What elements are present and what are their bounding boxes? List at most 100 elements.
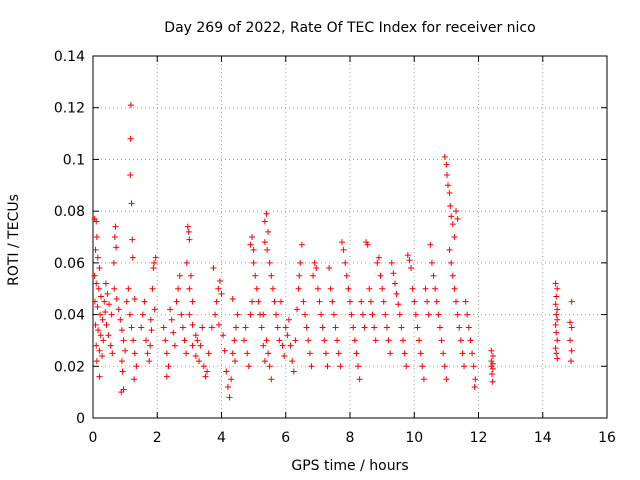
data-point [126,311,133,318]
data-point [181,337,188,344]
data-point [414,324,421,331]
data-point [290,368,297,375]
data-point [279,342,286,349]
data-point [441,363,448,370]
data-point [454,215,461,222]
data-point [252,272,259,279]
data-point [388,259,395,266]
data-point [348,311,355,318]
data-point [231,358,238,365]
data-point [160,324,167,331]
data-point [453,298,460,305]
data-point [461,363,468,370]
data-point [292,337,299,344]
data-point [258,324,265,331]
data-point [218,290,225,297]
data-point [120,337,127,344]
data-point [469,350,476,357]
data-point [212,311,219,318]
data-point [554,285,561,292]
data-point [186,285,193,292]
data-point [554,337,561,344]
data-point [451,234,458,240]
y-tick-label: 0.1 [63,152,85,168]
data-point [385,337,392,344]
data-point [93,234,100,240]
data-point [361,324,368,331]
data-point [103,321,110,328]
data-point [189,298,196,305]
axis-ticks [92,55,608,419]
data-point [554,355,561,362]
data-point [146,358,153,365]
data-point [223,368,230,375]
data-point [488,347,495,354]
data-point [350,324,357,331]
data-point [324,363,331,370]
data-point [282,324,289,331]
data-point [108,311,115,318]
data-point [335,350,342,357]
data-point [150,265,157,272]
data-point [139,311,146,318]
data-point [117,316,124,323]
data-point [93,218,100,225]
data-point [94,303,101,310]
data-point [148,327,155,334]
data-point [366,285,373,292]
data-point [447,202,454,209]
data-point [118,327,125,334]
x-tick-label: 12 [470,430,488,446]
x-tick-label: 0 [89,430,98,446]
data-point [364,241,371,248]
data-point [342,259,349,266]
data-point [97,311,104,318]
data-point [199,324,206,331]
data-point [240,337,247,344]
data-point [138,324,145,331]
data-point [273,311,280,318]
data-point [170,329,177,336]
data-point [96,265,103,272]
data-point [457,337,464,344]
data-point [289,358,296,365]
data-point [106,301,113,308]
data-point [151,306,158,313]
data-point [465,324,472,331]
data-point [438,337,445,344]
data-point [242,324,249,331]
data-point [391,280,398,287]
data-point [189,342,196,349]
data-point [99,316,106,323]
data-point [411,298,418,305]
data-point [467,337,474,344]
data-point [147,342,154,349]
data-point [204,368,211,375]
data-point [102,308,109,315]
data-point [127,102,134,109]
data-point [176,272,183,279]
data-point [94,254,101,261]
data-point [311,259,318,266]
data-point [147,316,154,323]
data-point [448,213,455,220]
data-point [356,376,363,383]
data-point [249,298,256,305]
data-point [171,342,178,349]
data-point [553,350,560,357]
data-point [552,345,559,352]
y-tick-label: 0.06 [54,256,85,272]
data-point [260,342,267,349]
data-point [91,298,98,305]
data-point [433,298,440,305]
data-point [187,272,194,279]
data-point [186,236,193,243]
data-point [220,332,227,339]
data-point [470,363,477,370]
data-point [263,337,270,344]
data-point [293,306,300,313]
data-point [412,311,419,318]
data-point [436,324,443,331]
data-point [263,210,270,217]
data-point [143,337,150,344]
